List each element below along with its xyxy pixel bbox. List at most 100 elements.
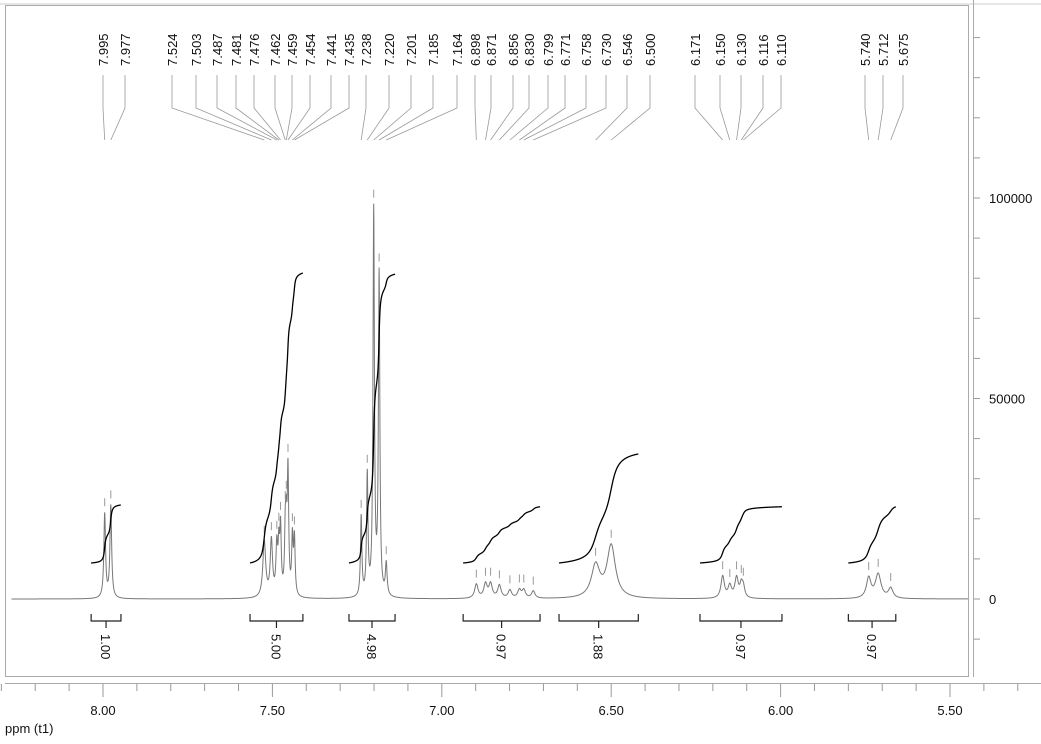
peak-label-leader xyxy=(523,75,587,141)
peak-label: 7.462 xyxy=(268,33,283,66)
peak-label: 7.164 xyxy=(450,33,465,66)
peak-label: 6.758 xyxy=(579,33,594,66)
peak-label-leader xyxy=(485,75,492,141)
peak-label: 7.220 xyxy=(382,33,397,66)
integral-value: 0.97 xyxy=(733,634,748,659)
peak-label: 6.546 xyxy=(620,33,635,66)
peak-label: 7.441 xyxy=(324,33,339,66)
peak-label-leader xyxy=(719,75,731,141)
peak-label-leader xyxy=(595,75,628,141)
peak-label-leader xyxy=(360,75,367,141)
peak-label-leader xyxy=(294,75,350,141)
integral-bracket xyxy=(699,614,783,622)
peak-label-leader xyxy=(285,75,293,141)
x-tick-label: 6.50 xyxy=(599,703,624,718)
peak-label-leader xyxy=(373,75,412,141)
peak-label-leader xyxy=(474,75,477,141)
peak-label: 6.110 xyxy=(774,34,789,66)
x-axis-label: ppm (t1) xyxy=(5,721,53,736)
peak-label: 6.130 xyxy=(734,33,749,66)
peak-label: 6.856 xyxy=(506,33,521,66)
peak-label: 7.995 xyxy=(96,33,111,66)
peak-label: 6.150 xyxy=(713,33,728,66)
integral-bracket xyxy=(847,614,897,622)
peak-label-leader xyxy=(216,75,277,141)
x-tick-label: 6.00 xyxy=(768,703,793,718)
integral-value: 4.98 xyxy=(364,634,379,659)
integral-bracket xyxy=(462,614,541,622)
peak-label: 7.487 xyxy=(210,33,225,66)
peak-label: 6.898 xyxy=(468,33,483,66)
peak-label-leader xyxy=(610,75,651,141)
peak-label: 7.503 xyxy=(189,33,204,66)
integral-curve xyxy=(91,504,121,564)
peak-label-leader xyxy=(509,75,549,141)
peak-label: 7.185 xyxy=(426,33,441,66)
peak-label-leader xyxy=(864,75,870,141)
y-tick-label: 100000 xyxy=(989,191,1032,206)
peak-label: 6.171 xyxy=(688,33,703,66)
peak-label-leader xyxy=(274,75,286,141)
peak-label: 7.238 xyxy=(359,33,374,66)
integral-curve xyxy=(699,506,782,564)
integral-value: 5.00 xyxy=(268,634,283,659)
peak-label: 7.454 xyxy=(303,33,318,66)
peak-label-leader xyxy=(235,75,280,141)
peak-label-leader xyxy=(366,75,390,141)
peak-label: 6.116 xyxy=(756,34,771,66)
peak-label-leader xyxy=(519,75,566,141)
peak-label: 6.830 xyxy=(522,33,537,66)
peak-label-leader xyxy=(736,75,742,141)
peak-label-leader xyxy=(743,75,782,141)
peak-label: 6.500 xyxy=(643,33,658,66)
x-tick-label: 5.50 xyxy=(937,703,962,718)
peak-label-leader xyxy=(740,75,764,141)
peak-label: 7.435 xyxy=(342,33,357,66)
peak-label-leader xyxy=(102,75,106,141)
peak-label: 6.799 xyxy=(541,33,556,66)
peak-label: 7.459 xyxy=(285,33,300,66)
peak-label: 6.871 xyxy=(484,33,499,66)
integral-value: 1.00 xyxy=(98,634,113,659)
peak-label-leader xyxy=(386,75,458,141)
peak-label-leader xyxy=(499,75,530,141)
peak-label-leader xyxy=(378,75,434,141)
integral-curve xyxy=(848,506,897,564)
peak-label-leader xyxy=(292,75,332,141)
integral-value: 0.97 xyxy=(494,634,509,659)
integral-bracket xyxy=(348,614,396,622)
integral-curve xyxy=(249,272,304,564)
plot-frame xyxy=(5,5,969,677)
peak-label: 5.740 xyxy=(858,33,873,66)
peak-label: 7.977 xyxy=(118,33,133,66)
peak-label: 5.675 xyxy=(896,33,911,66)
integral-value: 1.88 xyxy=(591,634,606,659)
x-tick-label: 7.50 xyxy=(260,703,285,718)
peak-label: 7.476 xyxy=(247,33,262,66)
integral-curve xyxy=(463,506,541,564)
peak-label: 6.771 xyxy=(558,33,573,66)
peak-label-leader xyxy=(253,75,281,141)
integral-value: 0.97 xyxy=(864,634,879,659)
peak-label-leader xyxy=(171,75,265,141)
peak-label-leader xyxy=(877,75,884,141)
integral-bracket xyxy=(90,614,122,622)
peak-label: 7.524 xyxy=(165,33,180,66)
y-tick-label: 0 xyxy=(989,592,996,607)
y-tick-label: 50000 xyxy=(989,392,1025,407)
spectrum-trace xyxy=(11,203,968,600)
peak-label-leader xyxy=(890,75,904,141)
peak-label-leader xyxy=(287,75,311,141)
peak-label: 5.712 xyxy=(876,33,891,66)
x-tick-label: 8.00 xyxy=(90,703,115,718)
integral-bracket xyxy=(558,614,639,622)
peak-label: 7.201 xyxy=(404,33,419,66)
integral-curve xyxy=(558,453,639,564)
x-tick-label: 7.00 xyxy=(429,703,454,718)
integral-bracket xyxy=(249,614,304,622)
peak-label-leader xyxy=(533,75,607,141)
peak-label: 7.481 xyxy=(229,33,244,66)
peak-label-leader xyxy=(490,75,514,141)
peak-label-leader xyxy=(694,75,723,141)
